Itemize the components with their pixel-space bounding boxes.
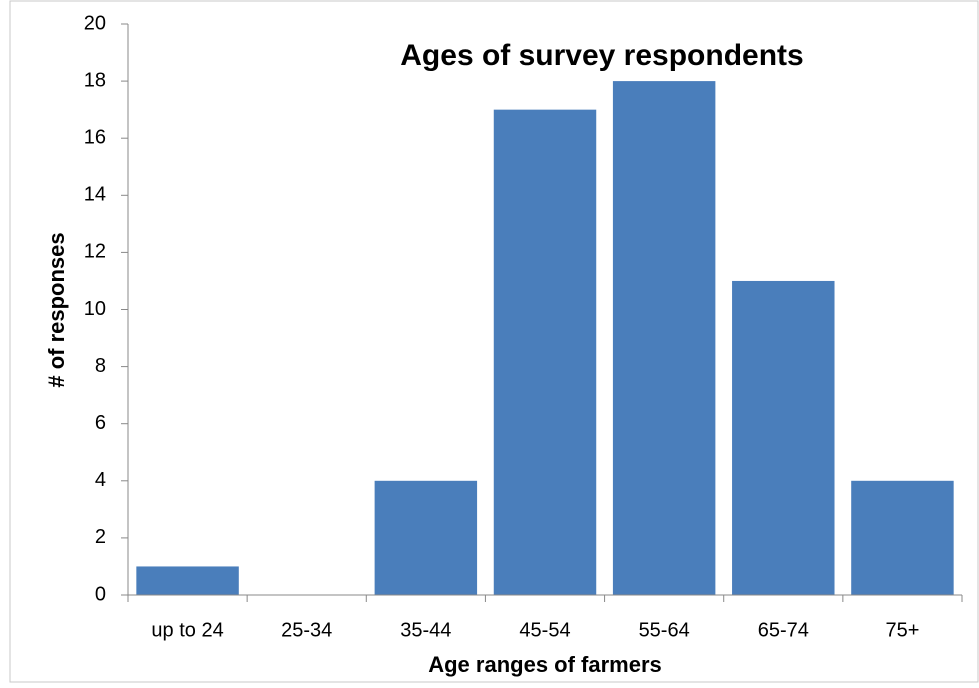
y-tick-label: 0 [95, 583, 106, 605]
y-tick-label: 16 [84, 126, 106, 148]
bar [612, 81, 716, 596]
y-tick-label: 20 [84, 12, 106, 34]
bar [493, 109, 597, 596]
bar [851, 480, 954, 595]
bar [374, 480, 478, 595]
y-tick-label: 6 [95, 412, 106, 434]
y-tick-label: 12 [84, 241, 106, 263]
y-tick-label: 18 [84, 69, 106, 91]
x-tick-label: 75+ [885, 619, 919, 641]
y-tick-label: 8 [95, 355, 106, 377]
y-tick-label: 4 [95, 469, 106, 491]
x-tick-label: 45-54 [519, 619, 570, 641]
x-tick-label: 35-44 [400, 619, 451, 641]
bar [136, 566, 239, 595]
y-tick-label: 2 [95, 526, 106, 548]
x-tick-label: up to 24 [151, 619, 223, 641]
x-tick-label: 25-34 [281, 619, 332, 641]
y-tick-label: 14 [84, 184, 106, 206]
bar [732, 280, 835, 595]
x-tick-label: 65-74 [758, 619, 809, 641]
x-tick-label: 55-64 [639, 619, 690, 641]
chart-border [9, 0, 979, 683]
x-axis-title: Age ranges of farmers [428, 652, 662, 677]
y-axis-title: # of responses [44, 232, 69, 387]
y-tick-label: 10 [84, 298, 106, 320]
chart-title: Ages of survey respondents [400, 39, 803, 72]
